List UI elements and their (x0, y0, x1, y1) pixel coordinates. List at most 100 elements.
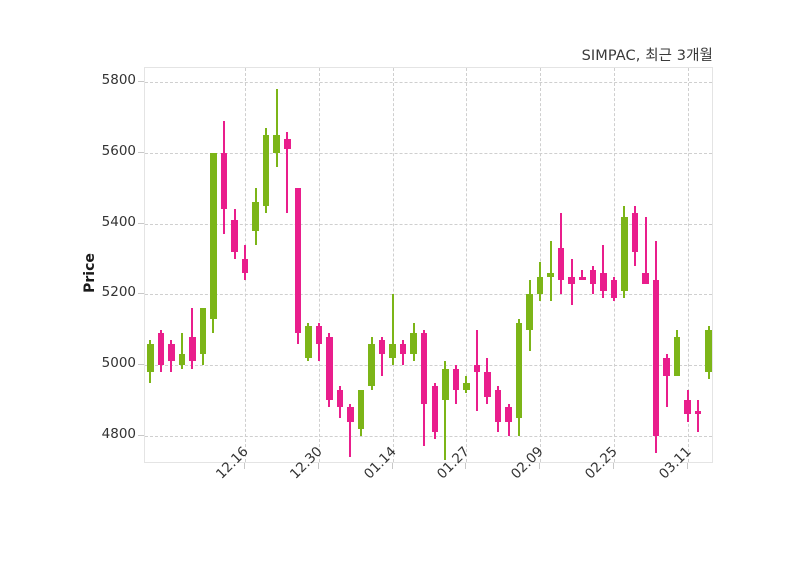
candle-body (357, 389, 365, 429)
gridline-horizontal (145, 365, 712, 366)
gridline-horizontal (145, 223, 712, 225)
candle-body (378, 340, 386, 355)
candle-wick (581, 269, 584, 281)
candle-body (147, 343, 154, 373)
candle-body (210, 152, 217, 320)
candle-wick (549, 241, 552, 302)
candle-body (673, 336, 681, 376)
candle-body (431, 386, 439, 433)
candle-body (621, 216, 628, 291)
candle-body (547, 273, 554, 277)
candle-body (579, 276, 586, 281)
x-tick-mark (317, 463, 319, 469)
gridline-vertical (466, 68, 468, 462)
candle-body (705, 329, 712, 373)
candle-body (442, 368, 449, 401)
candle-body (515, 322, 523, 419)
candle-body (452, 368, 460, 390)
gridline-vertical (318, 68, 320, 462)
candle-wick (697, 400, 700, 433)
candle-body (347, 407, 354, 422)
candle-body (663, 357, 670, 376)
candle-body (220, 152, 228, 210)
gridline-vertical (392, 68, 394, 462)
candle-wick (644, 216, 647, 284)
candle-body (368, 343, 375, 387)
y-tick-label: 5800 (101, 72, 136, 89)
candle-body (389, 343, 396, 358)
candle-wick (349, 403, 352, 457)
gridline-horizontal (145, 82, 712, 84)
candle-body (652, 280, 660, 436)
candle-body (231, 220, 238, 252)
candle-body (568, 276, 575, 284)
candle-body (473, 365, 481, 373)
candle-body (157, 333, 165, 365)
candle-body (494, 389, 502, 422)
candle-wick (444, 361, 447, 461)
y-tick-mark (138, 81, 144, 83)
candle-body (536, 276, 544, 295)
gridline-horizontal (145, 294, 712, 296)
candle-body (557, 248, 565, 281)
candle-body (178, 354, 186, 365)
x-tick-mark (686, 463, 688, 469)
x-tick-mark (244, 463, 246, 469)
candle-body (252, 202, 259, 231)
candle-body (315, 326, 323, 344)
chart-title: SIMPAC, 최근 3개월 (581, 48, 713, 64)
y-tick-label: 4800 (101, 425, 136, 442)
gridline-vertical (687, 68, 689, 462)
candle-body (463, 382, 470, 390)
candle-wick (665, 354, 668, 408)
gridline-horizontal (145, 435, 712, 437)
candle-body (694, 410, 702, 415)
y-tick-mark (138, 364, 144, 365)
candle-body (305, 326, 312, 358)
candle-wick (391, 294, 394, 365)
x-tick-mark (539, 463, 541, 469)
y-tick-mark (138, 222, 144, 224)
candle-body (420, 333, 428, 404)
candle-wick (275, 89, 278, 167)
candle-wick (381, 336, 384, 376)
candle-body (631, 212, 639, 252)
candle-body (642, 273, 649, 284)
candle-body (189, 336, 196, 362)
plot-area (144, 67, 713, 463)
candle-wick (602, 244, 605, 298)
y-tick-label: 5000 (101, 355, 136, 371)
candle-wick (180, 333, 183, 369)
candle-body (273, 135, 280, 153)
candle-body (484, 372, 491, 397)
candle-body (262, 135, 270, 206)
x-tick-mark (391, 463, 393, 469)
candle-body (326, 336, 333, 401)
candle-body (241, 258, 249, 274)
y-tick-label: 5600 (101, 142, 136, 159)
candle-body (589, 269, 597, 284)
candle-body (168, 343, 175, 362)
y-tick-mark (138, 151, 144, 153)
y-tick-mark (138, 293, 144, 295)
candle-body (600, 273, 607, 291)
y-tick-label: 5400 (101, 213, 136, 230)
gridline-vertical (613, 68, 615, 462)
candle-body (684, 400, 691, 415)
y-tick-mark (138, 434, 144, 436)
y-tick-label: 5200 (101, 284, 136, 301)
candle-body (610, 280, 618, 298)
candle-body (505, 407, 512, 422)
candle-body (336, 389, 344, 408)
gridline-horizontal (145, 152, 712, 154)
candle-body (283, 138, 291, 150)
candle-body (526, 294, 533, 330)
candle-body (399, 343, 407, 355)
candle-body (294, 188, 302, 334)
candle-wick (286, 131, 289, 213)
candle-body (410, 333, 417, 355)
candle-body (199, 308, 207, 355)
x-tick-mark (612, 463, 614, 469)
x-tick-mark (465, 463, 467, 469)
